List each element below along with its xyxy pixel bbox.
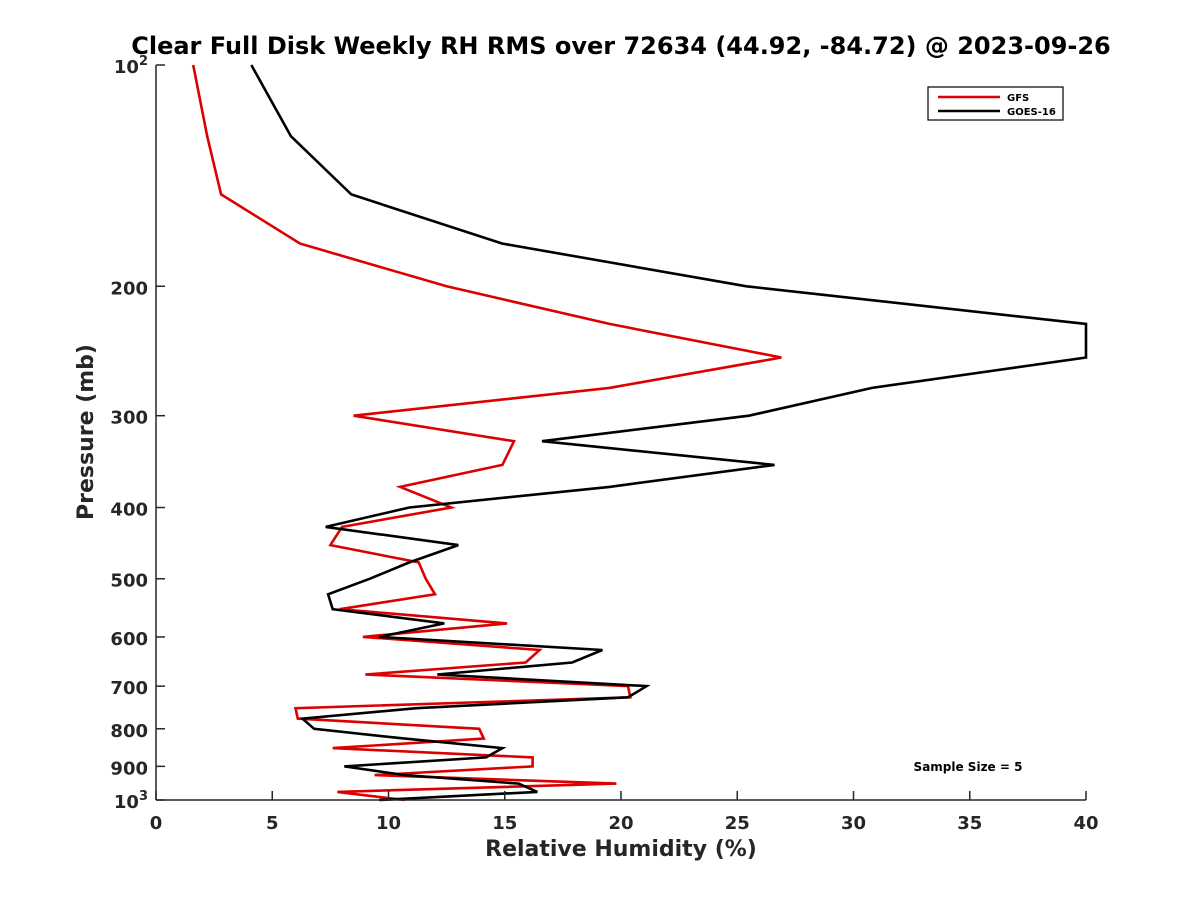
x-tick-label-25: 25 [725,813,750,834]
y-tick-label-800: 800 [110,721,148,742]
y-tick-label-900: 900 [110,758,148,779]
y-tick-label-100: 102 [114,54,148,78]
x-tick-label-40: 40 [1073,813,1098,834]
y-ticks: 102 200 300 400 500 600 700 800 900 103 [110,54,165,813]
legend-label-gfs: GFS [1007,93,1029,104]
chart-title: Clear Full Disk Weekly RH RMS over 72634… [131,32,1111,60]
y-tick-label-300: 300 [110,408,148,429]
y-tick-label-1000: 103 [114,789,148,813]
y-tick-label-700: 700 [110,678,148,699]
y-tick-label-400: 400 [110,500,148,521]
y-tick-label-500: 500 [110,571,148,592]
y-tick-label-600: 600 [110,629,148,650]
x-tick-label-35: 35 [957,813,982,834]
legend: GFS GOES-16 [927,86,1064,121]
x-tick-label-20: 20 [608,813,633,834]
x-ticks: 0 5 10 15 20 25 30 35 40 [150,791,1099,834]
x-tick-label-10: 10 [376,813,401,834]
sample-size-annotation: Sample Size = 5 [914,760,1023,774]
series-line-goes-16 [250,64,1088,802]
y-tick-label-200: 200 [110,278,148,299]
series-layer [191,64,1088,802]
y-axis-label: Pressure (mb) [74,344,99,520]
x-tick-label-30: 30 [841,813,866,834]
legend-label-goes-16: GOES-16 [1007,107,1056,118]
x-tick-label-0: 0 [150,813,163,834]
legend-box [927,86,1064,121]
x-tick-label-15: 15 [492,813,517,834]
x-axis-label: Relative Humidity (%) [485,837,757,862]
x-tick-label-5: 5 [266,813,279,834]
